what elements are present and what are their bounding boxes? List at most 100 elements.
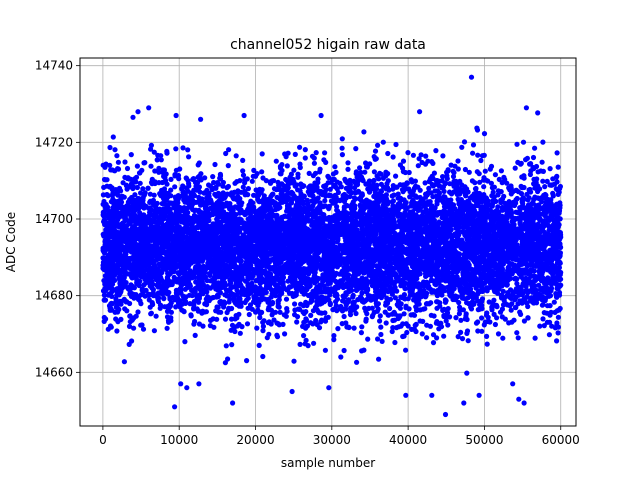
- data-point: [491, 297, 497, 303]
- data-point: [440, 153, 446, 159]
- data-point: [210, 174, 216, 180]
- data-point: [445, 322, 451, 328]
- data-point: [282, 331, 288, 337]
- data-point: [437, 303, 443, 309]
- data-point: [455, 166, 461, 172]
- data-point: [549, 323, 555, 329]
- data-point: [302, 147, 308, 153]
- data-point: [337, 180, 343, 186]
- data-point: [297, 144, 303, 150]
- data-point: [172, 184, 178, 190]
- data-point: [434, 335, 440, 341]
- data-point: [133, 313, 139, 319]
- data-point: [294, 314, 301, 320]
- data-point: [442, 181, 448, 187]
- data-point: [339, 152, 345, 158]
- data-point: [183, 175, 189, 181]
- data-point: [440, 174, 446, 180]
- data-point: [389, 199, 395, 205]
- data-point: [481, 152, 487, 158]
- data-point: [260, 175, 266, 181]
- data-point: [470, 142, 477, 148]
- data-point: [470, 150, 476, 156]
- data-point: [277, 309, 283, 315]
- data-point: [426, 185, 432, 191]
- data-point: [462, 192, 468, 198]
- data-point: [254, 325, 260, 331]
- data-point: [114, 153, 120, 159]
- data-point: [260, 353, 266, 360]
- data-point: [164, 325, 170, 331]
- data-point: [234, 291, 240, 298]
- data-point: [535, 169, 541, 175]
- data-point: [540, 316, 546, 322]
- data-point: [484, 310, 490, 316]
- data-point: [347, 193, 353, 200]
- data-point: [234, 287, 240, 293]
- data-point: [291, 358, 297, 364]
- data-point: [154, 157, 160, 163]
- data-point: [338, 354, 344, 360]
- data-point: [339, 145, 345, 151]
- data-point: [354, 359, 360, 365]
- data-point: [419, 288, 426, 294]
- data-point: [532, 145, 538, 151]
- data-point: [223, 343, 229, 349]
- data-point: [429, 219, 435, 225]
- data-point: [481, 184, 487, 190]
- data-point: [363, 316, 369, 322]
- data-point: [322, 189, 328, 195]
- data-point: [430, 332, 437, 338]
- data-point: [555, 330, 561, 336]
- data-point: [492, 321, 498, 328]
- data-point: [306, 170, 312, 176]
- data-point: [393, 141, 399, 148]
- data-point: [383, 300, 389, 306]
- data-point: [147, 198, 153, 204]
- data-point: [373, 293, 379, 300]
- data-point: [419, 331, 425, 337]
- data-point: [479, 328, 485, 334]
- data-point: [462, 166, 468, 173]
- data-point: [107, 323, 114, 329]
- data-point: [122, 216, 128, 222]
- data-point: [526, 195, 532, 201]
- data-point: [359, 275, 365, 281]
- data-point: [390, 154, 396, 160]
- data-point: [173, 146, 179, 152]
- data-point: [477, 179, 483, 185]
- data-point: [393, 173, 399, 179]
- data-point: [400, 158, 407, 164]
- data-point: [139, 286, 145, 292]
- data-point: [529, 282, 535, 289]
- data-point: [458, 317, 464, 323]
- data-point: [554, 320, 560, 326]
- data-point: [161, 296, 167, 302]
- data-point: [341, 347, 347, 354]
- data-point: [380, 139, 386, 145]
- data-point: [284, 163, 290, 169]
- data-point: [185, 147, 191, 153]
- data-point: [455, 334, 461, 340]
- data-point: [297, 341, 303, 347]
- data-point: [194, 293, 200, 299]
- data-point: [373, 263, 380, 269]
- data-point: [345, 160, 351, 166]
- data-point: [418, 152, 424, 158]
- data-point: [168, 309, 174, 315]
- data-point: [331, 333, 337, 339]
- data-point: [285, 278, 291, 284]
- data-point: [313, 150, 319, 156]
- data-point: [359, 324, 365, 330]
- data-point: [268, 294, 274, 300]
- data-point: [107, 144, 113, 151]
- data-point: [458, 329, 464, 335]
- data-point: [358, 330, 364, 336]
- data-point: [441, 333, 447, 339]
- data-point: [159, 201, 165, 207]
- data-point: [479, 315, 485, 321]
- data-point: [398, 279, 404, 285]
- data-point: [225, 356, 231, 362]
- data-point: [152, 180, 158, 187]
